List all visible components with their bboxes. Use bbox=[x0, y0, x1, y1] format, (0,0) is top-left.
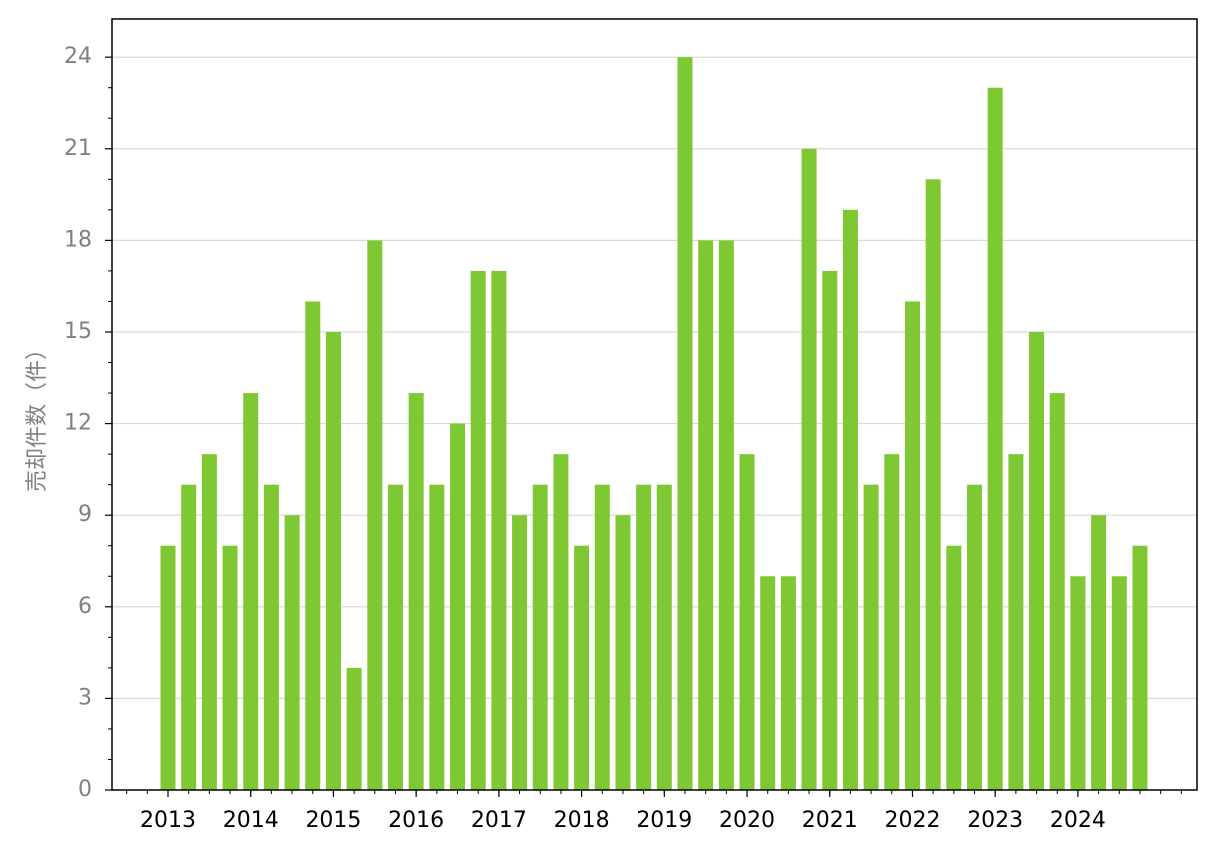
bar bbox=[222, 545, 238, 790]
x-tick-label: 2020 bbox=[719, 808, 775, 833]
bar bbox=[512, 515, 528, 790]
x-tick-label: 2018 bbox=[554, 808, 610, 833]
bar bbox=[160, 545, 176, 790]
bar bbox=[1029, 331, 1045, 790]
bar bbox=[967, 484, 983, 790]
bar bbox=[1132, 545, 1148, 790]
bar bbox=[532, 484, 548, 790]
x-tick-label: 2017 bbox=[471, 808, 527, 833]
y-tick-label: 15 bbox=[64, 319, 92, 344]
bar bbox=[387, 484, 403, 790]
bar bbox=[656, 484, 672, 790]
bar bbox=[594, 484, 610, 790]
bar bbox=[760, 576, 776, 790]
bar bbox=[450, 423, 466, 790]
y-tick-label: 24 bbox=[64, 44, 92, 69]
bar bbox=[491, 270, 507, 790]
bar bbox=[904, 301, 920, 790]
x-tick-label: 2022 bbox=[884, 808, 940, 833]
bar bbox=[263, 484, 279, 790]
bar bbox=[1091, 515, 1107, 790]
bar bbox=[636, 484, 652, 790]
bar bbox=[553, 454, 569, 790]
x-tick-label: 2014 bbox=[223, 808, 279, 833]
plot-frame bbox=[111, 18, 1198, 791]
x-tick-label: 2015 bbox=[305, 808, 361, 833]
bar bbox=[863, 484, 879, 790]
bar bbox=[305, 301, 321, 790]
y-tick-label: 0 bbox=[78, 777, 92, 802]
y-tick-label: 3 bbox=[78, 685, 92, 710]
bar bbox=[1070, 576, 1086, 790]
bar bbox=[408, 393, 424, 790]
x-tick-label: 2023 bbox=[967, 808, 1023, 833]
bar bbox=[284, 515, 300, 790]
bar bbox=[987, 87, 1003, 790]
bar bbox=[181, 484, 197, 790]
bar bbox=[470, 270, 486, 790]
bar bbox=[429, 484, 445, 790]
bar bbox=[574, 545, 590, 790]
bar bbox=[677, 57, 693, 790]
x-tick-label: 2016 bbox=[388, 808, 444, 833]
bar bbox=[367, 240, 383, 791]
bar bbox=[780, 576, 796, 790]
bar bbox=[201, 454, 217, 790]
x-tick-label: 2021 bbox=[802, 808, 858, 833]
bar bbox=[842, 209, 858, 791]
bar bbox=[346, 667, 362, 790]
y-tick-label: 6 bbox=[78, 594, 92, 619]
bar bbox=[801, 148, 817, 790]
y-tick-label: 9 bbox=[78, 502, 92, 527]
y-tick-label: 18 bbox=[64, 227, 92, 252]
bar bbox=[822, 270, 838, 790]
bar bbox=[925, 179, 941, 790]
bar bbox=[739, 454, 755, 790]
x-tick-label: 2019 bbox=[636, 808, 692, 833]
x-tick-label: 2013 bbox=[140, 808, 196, 833]
bar bbox=[243, 393, 259, 790]
y-tick-label: 21 bbox=[64, 136, 92, 161]
y-tick-label: 12 bbox=[64, 411, 92, 436]
bar bbox=[1049, 393, 1065, 790]
bar bbox=[615, 515, 631, 790]
bar bbox=[325, 331, 341, 790]
bar bbox=[718, 240, 734, 791]
x-tick-label: 2024 bbox=[1050, 808, 1106, 833]
bar bbox=[1111, 576, 1127, 790]
bar bbox=[946, 545, 962, 790]
y-axis-label: 売却件数（件） bbox=[25, 338, 50, 492]
bar bbox=[884, 454, 900, 790]
bar bbox=[1008, 454, 1024, 790]
bar bbox=[698, 240, 714, 791]
